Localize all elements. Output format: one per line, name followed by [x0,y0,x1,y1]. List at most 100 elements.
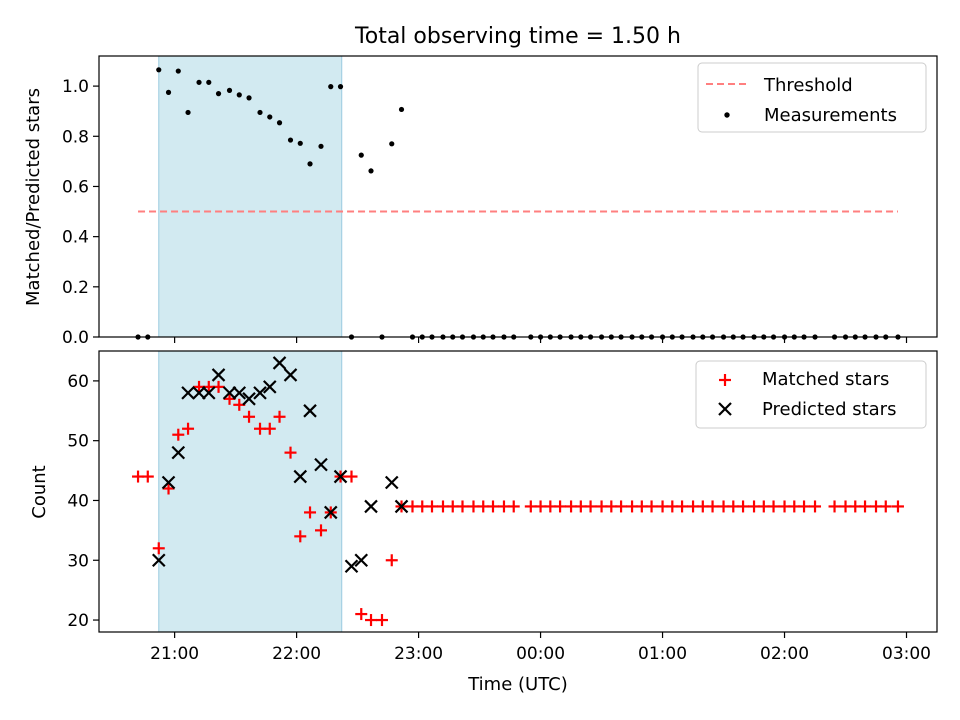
predicted-stars-point [354,553,369,568]
measurements-point [156,67,162,73]
measurements-point [337,84,344,90]
predicted-stars-point [192,386,206,400]
y-tick-label: 1.0 [62,77,89,97]
predicted-stars-point [151,553,166,568]
chart-title: Total observing time = 1.50 h [354,24,681,49]
measurements-point [389,141,395,147]
y-tick-label: 0.0 [62,328,89,348]
bottom-legend-box [695,360,927,429]
measurements-point [368,168,374,174]
predicted-stars-point [202,386,216,400]
measurements-point [196,79,202,85]
predicted-legend-label: Predicted stars [762,399,896,420]
x-tick-label: 02:00 [760,644,809,664]
matched-legend-marker [719,374,731,386]
predicted-stars-point [344,559,359,574]
shaded-span-top [158,55,343,338]
matched-stars-point [162,482,175,495]
top-legend: Threshold Measurements [697,62,927,133]
measurements-point [318,143,324,149]
matched-stars-point [294,530,307,543]
predicted-stars-point [293,469,308,484]
bottom-panel-frame [98,350,938,633]
matched-stars-point [385,554,398,567]
measurements-legend-marker [724,112,730,118]
predicted-legend-marker [718,402,732,416]
predicted-stars-point [161,475,176,490]
matched-stars-point [304,506,317,519]
x-tick-label: 00:00 [516,644,565,664]
predicted-stars-point [253,386,267,400]
matched-stars-point [182,422,195,435]
measurements-point [215,91,222,97]
matched-stars-point [141,470,154,483]
measurements-point [307,161,313,167]
top-x-ticks [174,337,908,343]
matched-stars-point [315,524,328,537]
matched-stars-point [426,500,439,513]
top-plot-area [135,67,901,340]
predicted-stars-point [283,368,298,382]
x-tick-label: 23:00 [394,644,443,664]
bottom-x-axis: 21:00 22:00 23:00 00:00 01:00 02:00 03:00 [150,632,931,664]
y-tick-label: 20 [67,611,89,631]
y-tick-label: 40 [67,491,89,511]
predicted-stars-point [232,386,247,400]
y-tick-label: 0.4 [62,228,89,248]
bottom-plot-area [132,356,904,627]
measurements-point [297,140,303,146]
matched-stars-point [859,500,872,513]
matched-stars-point [273,410,286,423]
measurements-point [328,84,334,90]
measurements-point [287,137,294,143]
predicted-stars-point [333,469,348,484]
x-tick-label: 21:00 [150,644,199,664]
top-legend-box [697,62,927,133]
y-tick-label: 50 [67,432,89,452]
measurements-point [358,152,364,158]
measurements-point [246,95,252,101]
measurements-legend-label: Measurements [764,105,897,126]
matched-stars-point [486,500,499,513]
x-tick-label: 03:00 [882,644,931,664]
predicted-stars-point [181,386,195,400]
matched-stars-point [355,608,368,621]
y-tick-label: 0.6 [62,177,89,197]
matched-stars-point [345,470,358,483]
top-y-axis: 0.0 0.2 0.4 0.6 0.8 1.0 [62,77,99,348]
predicted-stars-point [222,386,237,400]
predicted-stars-point [303,404,317,418]
y-tick-label: 0.8 [62,127,89,147]
measurements-point [257,109,263,116]
threshold-legend-label: Threshold [763,75,853,96]
matched-stars-point [584,500,597,513]
measurements-point [165,89,172,95]
predicted-stars-point [323,505,338,520]
matched-stars-point [375,614,388,627]
measurements-point [236,92,242,98]
predicted-stars-point [272,356,287,370]
predicted-stars-point [262,380,277,394]
predicted-stars-point [394,499,409,514]
measurements-point [267,114,273,120]
matched-stars-point [152,542,165,555]
measurements-point [206,79,212,85]
matched-stars-point [767,500,780,513]
matched-stars-point [243,410,256,423]
top-panel: 0.0 0.2 0.4 0.6 0.8 1.0 Matched/Predicted sta… [23,55,938,348]
matched-stars-point [828,500,841,513]
predicted-stars-point [211,368,226,382]
top-ylabel: Matched/Predicted stars [23,88,44,306]
predicted-stars-point [384,475,399,490]
y-tick-label: 60 [67,372,89,392]
matched-stars-point [706,500,719,513]
predicted-stars-point [364,499,378,514]
matched-stars-point [172,428,185,441]
matched-stars-point [507,500,520,513]
measurements-point [175,68,181,74]
matched-stars-point [365,614,378,627]
matched-stars-point [456,500,469,513]
bottom-panel: 20 30 40 50 60 21:00 22:00 23:00 00:00 01:00 02:0… [29,350,938,695]
bottom-ylabel: Count [29,465,50,518]
y-tick-label: 0.2 [62,278,89,298]
